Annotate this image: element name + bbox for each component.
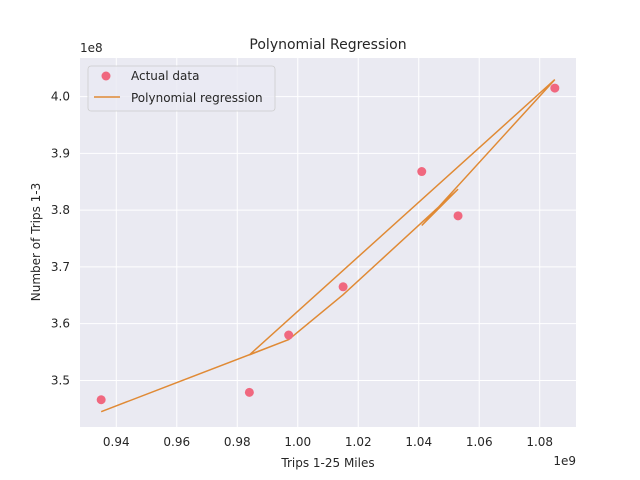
y-tick-label: 3.6: [51, 317, 70, 331]
y-axis-label: Number of Trips 1-3: [29, 183, 43, 302]
x-offset-label: 1e9: [553, 454, 576, 468]
x-tick-label: 0.96: [163, 435, 190, 449]
legend-marker-actual-data: [101, 71, 111, 81]
data-point: [338, 282, 348, 292]
regression-line-layer: [100, 79, 556, 413]
y-tick-label: 3.9: [51, 146, 70, 160]
legend-label-polynomial-regression: Polynomial regression: [131, 91, 263, 105]
x-axis-label: Trips 1-25 Miles: [280, 456, 374, 470]
chart-title: Polynomial Regression: [249, 37, 406, 53]
x-tick-label: 1.06: [466, 435, 493, 449]
data-point: [417, 167, 427, 177]
regression-line: [100, 79, 556, 413]
x-tick-label: 1.00: [284, 435, 311, 449]
data-point: [96, 395, 106, 405]
grid-lines: [80, 58, 576, 427]
x-tick-label: 1.08: [526, 435, 553, 449]
x-tick-label: 1.02: [345, 435, 372, 449]
x-tick-labels: 0.94 0.96 0.98 1.00 1.02 1.04 1.06 1.08: [103, 435, 553, 449]
plot-area: [80, 58, 576, 427]
legend-label-actual-data: Actual data: [131, 69, 199, 83]
x-tick-label: 0.94: [103, 435, 130, 449]
data-point: [284, 330, 294, 340]
scatter-points-layer: [96, 83, 560, 405]
y-tick-labels: 3.5 3.6 3.7 3.8 3.9 4.0: [51, 90, 70, 388]
y-offset-label: 1e8: [80, 41, 103, 55]
y-tick-label: 3.5: [51, 373, 70, 387]
data-point: [244, 387, 254, 397]
legend-box: [87, 65, 276, 112]
data-point: [550, 83, 560, 93]
y-tick-label: 3.7: [51, 260, 70, 274]
y-tick-label: 3.8: [51, 203, 70, 217]
x-tick-label: 1.04: [405, 435, 432, 449]
y-tick-label: 4.0: [51, 90, 70, 104]
legend: Actual data Polynomial regression: [87, 65, 276, 112]
data-point: [453, 211, 463, 221]
x-tick-label: 0.98: [224, 435, 251, 449]
